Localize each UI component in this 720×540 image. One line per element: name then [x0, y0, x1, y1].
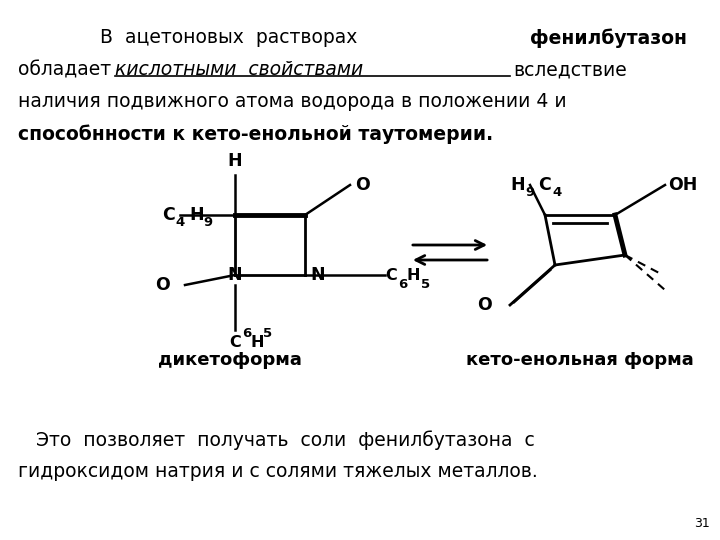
Text: 9: 9: [525, 186, 534, 199]
Text: 5: 5: [421, 278, 430, 291]
Text: 4: 4: [552, 186, 562, 199]
Text: 6: 6: [242, 327, 251, 340]
Text: C: C: [385, 267, 397, 282]
Text: C: C: [162, 206, 175, 224]
Text: H: H: [189, 206, 204, 224]
Text: В  ацетоновых  растворах: В ацетоновых растворах: [100, 28, 369, 47]
Text: кето-енольная форма: кето-енольная форма: [466, 351, 694, 369]
Text: O: O: [477, 296, 492, 314]
Text: наличия подвижного атома водорода в положении 4 и: наличия подвижного атома водорода в поло…: [18, 92, 567, 111]
Text: O: O: [355, 176, 370, 194]
Text: O: O: [156, 276, 170, 294]
Text: H: H: [250, 335, 264, 350]
Text: фенилбутазон: фенилбутазон: [530, 28, 687, 48]
Text: обладает: обладает: [18, 60, 123, 79]
Text: 6: 6: [398, 278, 408, 291]
Text: 31: 31: [694, 517, 710, 530]
Text: C: C: [538, 176, 551, 194]
Text: C: C: [229, 335, 241, 350]
Text: 4: 4: [175, 217, 184, 230]
Text: H: H: [407, 267, 420, 282]
Text: способнности к кето-енольной таутомерии.: способнности к кето-енольной таутомерии.: [18, 124, 493, 144]
Text: 9: 9: [203, 217, 212, 230]
Text: кислотными  свойствами: кислотными свойствами: [115, 60, 363, 79]
Text: гидроксидом натрия и с солями тяжелых металлов.: гидроксидом натрия и с солями тяжелых ме…: [18, 462, 538, 481]
Text: H: H: [228, 152, 243, 170]
Text: N: N: [310, 266, 325, 284]
Text: OH: OH: [668, 176, 698, 194]
Text: 5: 5: [263, 327, 272, 340]
Text: дикетоформа: дикетоформа: [158, 351, 302, 369]
Text: H: H: [510, 176, 525, 194]
Text: вследствие: вследствие: [513, 60, 626, 79]
Text: N: N: [228, 266, 243, 284]
Text: Это  позволяет  получать  соли  фенилбутазона  с: Это позволяет получать соли фенилбутазон…: [18, 430, 535, 450]
